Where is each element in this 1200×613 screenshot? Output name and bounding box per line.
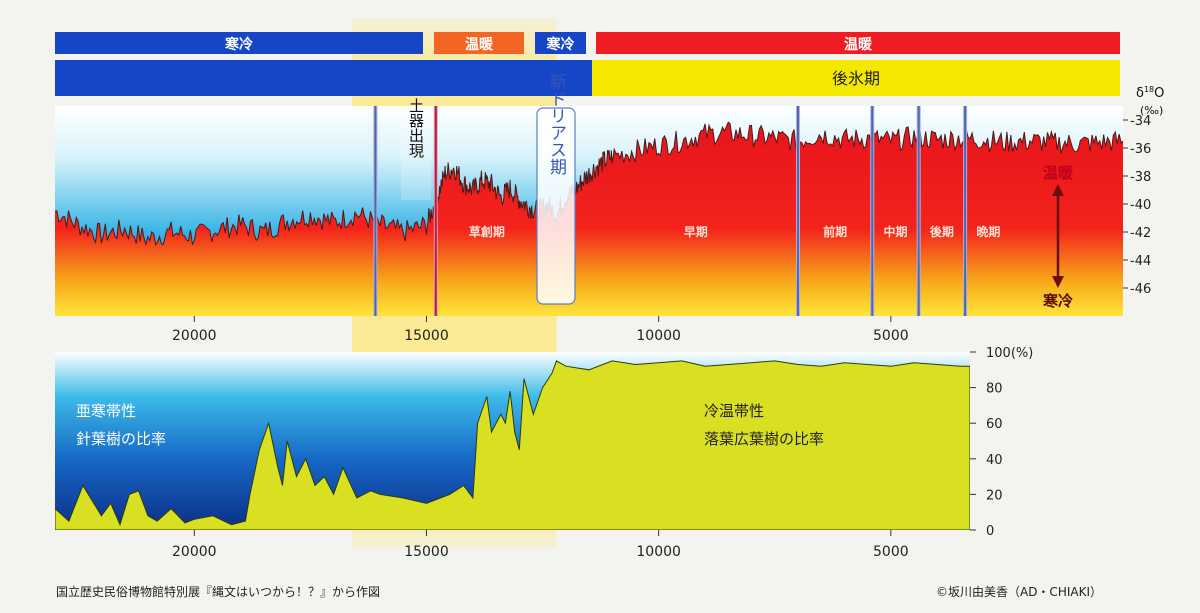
top-ytick-label-1: -36: [1130, 142, 1151, 157]
climate-segment-label-3: 温暖: [844, 36, 873, 53]
top-xtick-label-3: 5000: [873, 328, 909, 344]
phase-label-3: 中期: [883, 224, 907, 239]
top-ytick-label-0: -34: [1130, 114, 1151, 129]
climate-segment-label-1: 温暖: [465, 36, 494, 53]
jomon-phase-labels: 草創期 早期 前期 中期 後期 晩期: [469, 224, 1001, 239]
bottom-ytick-label-4: 80: [986, 382, 1003, 397]
climate-segment-label-0: 寒冷: [225, 36, 253, 53]
bottom-ytick-label-5: 100(%): [986, 346, 1033, 361]
top-xtick-label-1: 15000: [404, 328, 449, 344]
top-ytick-label-3: -40: [1130, 198, 1151, 213]
climate-segment-3: [596, 32, 1120, 54]
bottom-ytick-label-1: 20: [986, 488, 1003, 503]
subarctic-label-line1: 亜寒帯性: [76, 402, 136, 420]
pottery-label-box: [401, 112, 431, 200]
period-segment-0: [55, 60, 592, 96]
bottom-ytick-label-2: 40: [986, 453, 1003, 468]
temperate-label-line1: 冷温帯性: [704, 402, 764, 420]
arrow-head-up: [1052, 184, 1064, 196]
younger-dryas-label: 新ドリアス期: [546, 73, 567, 176]
climate-phase-bar: 寒冷 温暖 寒冷 温暖: [55, 32, 1120, 54]
arrow-head-down: [1052, 276, 1064, 288]
top-ytick-label-6: -46: [1130, 282, 1151, 297]
isotope-area: [55, 122, 1123, 316]
phase-label-2: 前期: [823, 224, 847, 239]
top-y-axis: -34 -36 -38 -40 -42 -44 -46: [1123, 114, 1151, 297]
deciduous-area: [55, 360, 970, 530]
bottom-ytick-label-3: 60: [986, 417, 1003, 432]
top-xtick-label-0: 20000: [172, 328, 217, 344]
climate-segment-1: [434, 32, 524, 54]
period-markers: [373, 106, 968, 316]
bottom-xtick-label-0: 20000: [172, 544, 217, 560]
climate-segment-0: [55, 32, 423, 54]
source-credit: 国立歴史民俗博物館特別展『縄文はいつから！？』から作図: [56, 585, 381, 599]
top-ytick-label-5: -44: [1130, 254, 1151, 269]
period-segment-1: [592, 60, 1120, 96]
bottom-xtick-label-3: 5000: [873, 544, 909, 560]
phase-label-0: 草創期: [469, 224, 505, 239]
period-segment-label-1: 後氷期: [832, 69, 880, 88]
bottom-y-axis: 0 20 40 60 80 100(%): [970, 346, 1033, 539]
phase-label-1: 早期: [684, 224, 708, 239]
top-x-axis: 20000 15000 10000 5000: [172, 316, 909, 344]
younger-dryas-label-box: [536, 107, 576, 305]
top-ytick-label-2: -38: [1130, 170, 1151, 185]
temperate-label-line2: 落葉広葉樹の比率: [704, 430, 824, 448]
top-ytick-label-4: -42: [1130, 226, 1151, 241]
subarctic-label-line2: 針葉樹の比率: [76, 430, 166, 448]
bottom-xtick-label-1: 15000: [404, 544, 449, 560]
oxygen-isotope-chart: -34 -36 -38 -40 -42 -44 -46 20000 15000 10000 500…: [55, 73, 1164, 344]
bottom-x-axis: 20000 15000 10000 5000: [172, 530, 909, 560]
pottery-emergence-label: 土器出現: [407, 98, 425, 159]
warm-label: 温暖: [1043, 164, 1074, 182]
bottom-xtick-label-2: 10000: [636, 544, 681, 560]
cold-label: 寒冷: [1043, 292, 1073, 310]
climate-segment-label-2: 寒冷: [547, 36, 575, 53]
top-xtick-label-2: 10000: [636, 328, 681, 344]
glacial-period-bar: 後氷期: [55, 60, 1120, 96]
isotope-axis-unit: (‰): [1140, 104, 1163, 117]
bottom-ytick-label-0: 0: [986, 524, 994, 539]
phase-label-5: 晩期: [976, 224, 1000, 239]
tree-ratio-chart: 0 20 40 60 80 100(%) 20000 15000 10000 5000 亜寒帯性…: [55, 346, 1033, 560]
isotope-axis-title: δ18O: [1136, 85, 1164, 101]
copyright-credit: ©坂川由美香（AD・CHIAKI）: [935, 585, 1102, 599]
climate-segment-2: [535, 32, 586, 54]
phase-label-4: 後期: [930, 224, 954, 239]
